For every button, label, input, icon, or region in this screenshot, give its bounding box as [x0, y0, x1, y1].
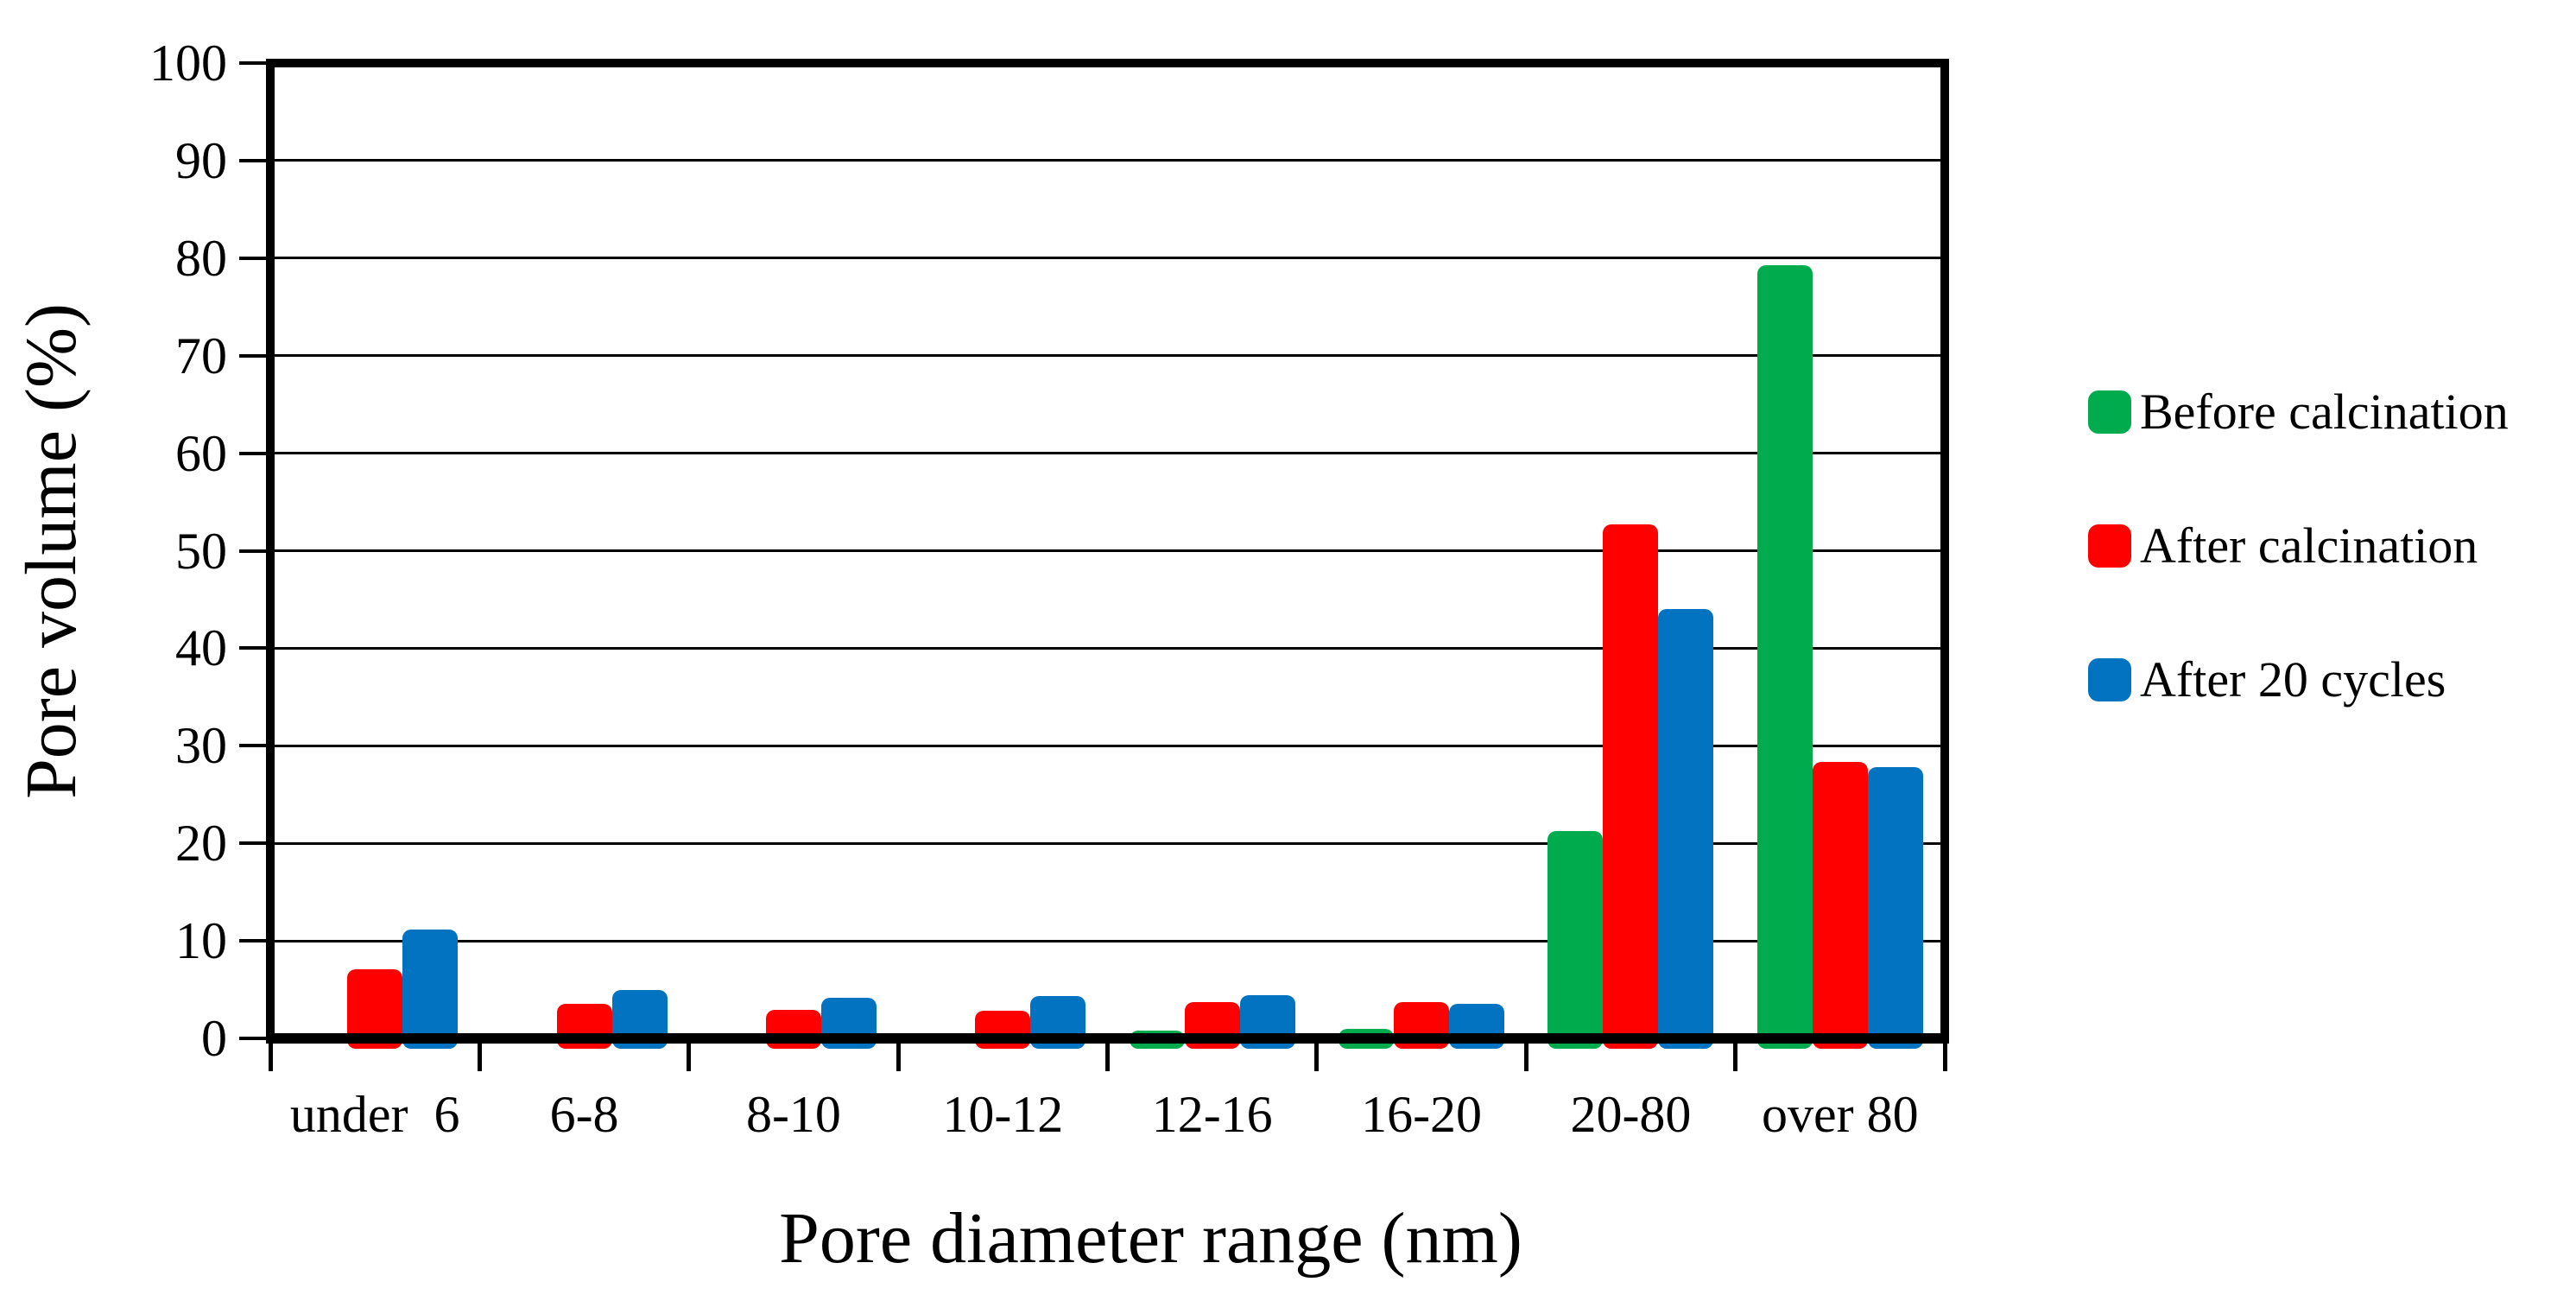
- legend-item: Before calcination: [2088, 387, 2509, 437]
- legend-swatch-icon: [2088, 524, 2131, 568]
- legend-label: Before calcination: [2140, 384, 2509, 440]
- legend-item: After 20 cycles: [2088, 655, 2446, 705]
- bar-after-calcination: [1603, 524, 1659, 1049]
- x-tick-mark: [1105, 1044, 1110, 1071]
- y-tick-label: 30: [175, 717, 227, 775]
- bar-after-20-cycles: [1658, 609, 1714, 1049]
- legend-label: After calcination: [2140, 517, 2478, 574]
- y-tick-label: 0: [201, 1010, 227, 1067]
- y-tick-mark: [239, 841, 270, 846]
- y-tick-label: 100: [149, 35, 227, 92]
- x-category-label: 10-12: [942, 1086, 1064, 1143]
- x-category-label: 20-80: [1570, 1086, 1692, 1143]
- x-tick-mark: [477, 1044, 482, 1071]
- bar-before-calcination: [1547, 830, 1604, 1049]
- y-tick-mark: [239, 353, 270, 358]
- legend-label: After 20 cycles: [2140, 651, 2446, 708]
- x-tick-mark: [1733, 1044, 1738, 1071]
- y-tick-mark: [239, 61, 270, 65]
- bar-after-calcination: [1812, 762, 1868, 1049]
- x-tick-mark: [1314, 1044, 1320, 1071]
- y-tick-mark: [239, 646, 270, 650]
- y-tick-label: 10: [175, 912, 227, 970]
- gridline: [270, 939, 1945, 942]
- x-category-label: over 80: [1762, 1086, 1919, 1143]
- y-tick-mark: [239, 744, 270, 748]
- x-tick-mark: [1523, 1044, 1529, 1071]
- y-tick-label: 70: [175, 327, 227, 384]
- y-tick-mark: [239, 256, 270, 260]
- x-tick-mark: [896, 1044, 901, 1071]
- x-category-label: 16-20: [1361, 1086, 1483, 1143]
- y-tick-label: 90: [175, 131, 227, 189]
- x-axis-line: [266, 1033, 1949, 1044]
- y-tick-mark: [239, 1037, 270, 1040]
- x-category-label: 6-8: [549, 1086, 619, 1143]
- x-tick-mark: [268, 1044, 273, 1071]
- gridline: [270, 841, 1945, 845]
- y-axis-line: [266, 59, 275, 1043]
- y-tick-label: 20: [175, 815, 227, 873]
- gridline: [270, 159, 1945, 162]
- gridline: [270, 646, 1945, 650]
- legend-swatch-icon: [2088, 390, 2131, 434]
- gridline: [270, 257, 1945, 260]
- y-tick-label: 60: [175, 424, 227, 482]
- x-axis-title: Pore diameter range (nm): [779, 1198, 1522, 1279]
- x-category-label: 8-10: [745, 1086, 841, 1143]
- y-tick-mark: [239, 549, 270, 553]
- gridline: [270, 549, 1945, 552]
- x-tick-mark: [1942, 1044, 1947, 1071]
- y-tick-mark: [239, 158, 270, 162]
- x-category-label: 12-16: [1151, 1086, 1273, 1143]
- gridline: [270, 744, 1945, 747]
- right-frame-line: [1940, 59, 1949, 1043]
- bar-before-calcination: [1756, 264, 1813, 1049]
- legend-swatch-icon: [2088, 658, 2131, 701]
- y-tick-label: 80: [175, 229, 227, 287]
- y-tick-mark: [239, 939, 270, 943]
- x-category-label: under 6: [289, 1086, 460, 1143]
- gridline: [270, 452, 1945, 455]
- bar-after-20-cycles: [1867, 767, 1923, 1049]
- gridline: [270, 354, 1945, 358]
- top-frame-line: [266, 59, 1949, 67]
- x-tick-mark: [687, 1044, 692, 1071]
- y-tick-mark: [239, 451, 270, 455]
- y-tick-label: 50: [175, 522, 227, 580]
- y-tick-label: 40: [175, 619, 227, 677]
- bar-after-20-cycles: [402, 929, 459, 1049]
- legend-item: After calcination: [2088, 521, 2478, 571]
